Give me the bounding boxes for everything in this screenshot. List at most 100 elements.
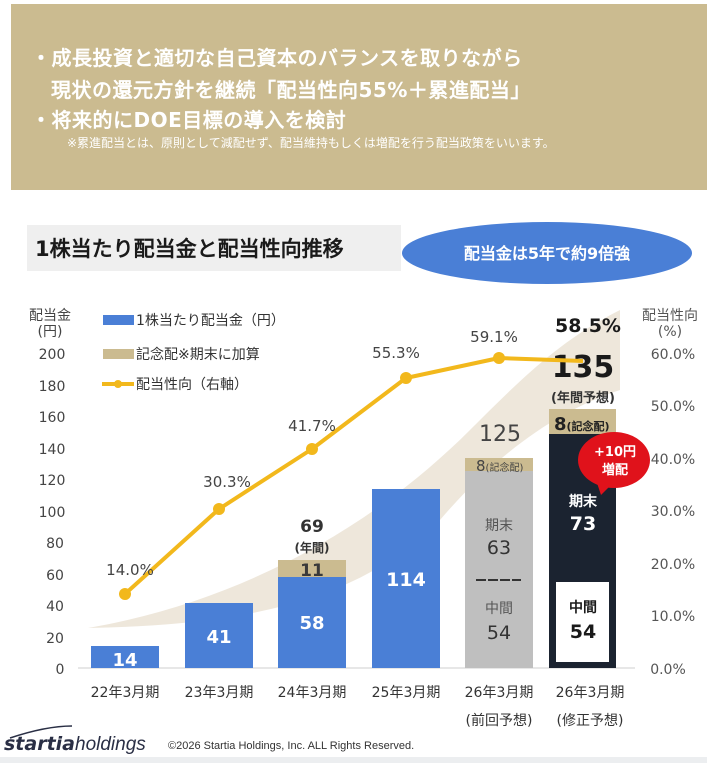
logo-bold-text: startia — [4, 733, 75, 755]
right-tick: 60.0% — [651, 347, 695, 363]
copyright: ©2026 Startia Holdings, Inc. ALL Rights … — [168, 740, 415, 752]
badge-line-2: 増配 — [602, 462, 628, 478]
total-fy26-rev: 135 — [552, 350, 615, 385]
x-axis: 22年3月期 23年3月期 24年3月期 25年3月期 26年3月期 26年3月… — [91, 685, 625, 729]
left-axis-title-1: 配当金 — [29, 308, 71, 324]
bar-fy24-commemorative — [278, 560, 346, 577]
commemorative-label-fy26-rev: 8(記念配) — [554, 414, 610, 435]
right-tick: 40.0% — [651, 452, 695, 468]
growth-arrow-shape — [88, 310, 620, 628]
callout-pill-text: 配当金は5年で約9倍強 — [463, 244, 631, 263]
legend-marker-payout — [114, 380, 122, 388]
left-tick: 160 — [39, 410, 66, 426]
right-tick: 30.0% — [651, 504, 695, 520]
x-tick-sub: (前回予想) — [466, 712, 533, 729]
payout-label: 30.3% — [203, 473, 251, 491]
bars: 14 41 58 11 69 (年間) 114 8(記念配) 125 期末 63… — [91, 350, 616, 671]
payout-line — [119, 352, 584, 600]
end-label-fy26-rev: 期末 — [569, 493, 598, 510]
right-tick: 20.0% — [651, 557, 695, 573]
left-tick: 140 — [39, 442, 66, 458]
left-tick: 100 — [39, 505, 66, 521]
payout-marker — [400, 372, 412, 384]
payout-label: 55.3% — [372, 344, 420, 362]
total-fy24-note: (年間) — [295, 540, 330, 555]
legend: 1株当たり配当金（円） 記念配※期末に加算 配当性向（右軸） — [102, 313, 285, 393]
x-tick: 26年3月期 — [556, 685, 625, 701]
left-tick: 180 — [39, 379, 66, 395]
legend-label-dividend: 1株当たり配当金（円） — [136, 313, 285, 329]
payout-marker — [213, 503, 225, 515]
left-axis: 配当金 (円) 200 180 160 140 120 100 80 60 40… — [29, 308, 71, 678]
legend-label-commemorative: 記念配※期末に加算 — [136, 346, 260, 363]
left-tick: 0 — [56, 662, 65, 678]
left-tick: 120 — [39, 473, 66, 489]
payout-label: 59.1% — [470, 328, 518, 346]
badge-bubble — [578, 432, 650, 488]
payout-labels: 14.0% 30.3% 41.7% 55.3% 59.1% 58.5% — [106, 315, 621, 579]
commemorative-label-fy26-prev: 8(記念配) — [476, 457, 523, 475]
bar-label-fy23: 41 — [206, 627, 231, 648]
end-value-fy26-rev: 73 — [570, 513, 596, 535]
commemorative-label-fy24: 11 — [300, 561, 324, 581]
policy-line-1: ・成長投資と適切な自己資本のバランスを取りながら — [31, 46, 523, 70]
bar-fy25 — [372, 489, 440, 668]
mid-value-fy26-prev: 54 — [487, 622, 511, 644]
total-fy26-prev: 125 — [479, 422, 521, 447]
right-axis-title-1: 配当性向 — [642, 308, 698, 324]
left-axis-title-2: (円) — [38, 324, 63, 340]
callout-pill: 配当金は5年で約9倍強 — [402, 222, 692, 284]
startia-logo: startiaholdings — [4, 733, 146, 756]
payout-label: 14.0% — [106, 561, 154, 579]
left-tick: 20 — [46, 631, 64, 647]
section-title: 1株当たり配当金と配当性向推移 — [35, 237, 344, 261]
section-title-box: 1株当たり配当金と配当性向推移 — [27, 225, 401, 271]
left-tick: 80 — [46, 536, 64, 552]
x-tick: 22年3月期 — [91, 685, 160, 701]
right-axis-title-2: (%) — [658, 324, 682, 340]
bar-label-fy24: 58 — [299, 613, 324, 634]
badge-tail — [596, 480, 612, 495]
bar-label-fy25: 114 — [386, 569, 426, 591]
payout-marker — [119, 588, 131, 600]
mid-label-fy26-rev: 中間 — [569, 599, 597, 616]
payout-label-fy26-rev: 58.5% — [555, 315, 621, 337]
x-tick-sub: (修正予想) — [557, 713, 624, 729]
bar-fy24 — [278, 577, 346, 668]
x-tick: 26年3月期 — [465, 685, 534, 701]
left-tick: 200 — [39, 347, 66, 363]
x-tick: 25年3月期 — [372, 685, 441, 701]
x-tick: 24年3月期 — [278, 685, 347, 701]
increase-badge: +10円 増配 — [578, 432, 650, 495]
payout-label: 41.7% — [288, 417, 336, 435]
x-tick: 23年3月期 — [185, 685, 254, 701]
mid-value-fy26-rev: 54 — [570, 621, 596, 643]
bar-fy26-rev-commemorative — [549, 409, 616, 434]
logo-arc — [9, 725, 73, 739]
total-fy26-rev-note: (年間予想) — [551, 390, 615, 406]
end-value-fy26-prev: 63 — [487, 537, 511, 559]
policy-note: ※累進配当とは、原則として減配せず、配当維持もしくは増配を行う配当政策をいいます… — [67, 136, 555, 150]
payout-marker — [493, 352, 505, 364]
end-label-fy26-prev: 期末 — [485, 518, 513, 534]
bar-fy26-prev-commemorative — [465, 458, 533, 471]
badge-line-1: +10円 — [594, 445, 636, 460]
legend-swatch-dividend — [103, 315, 134, 325]
bar-label-fy22: 14 — [112, 650, 137, 671]
legend-swatch-commemorative — [103, 349, 134, 359]
bar-fy22 — [91, 646, 159, 668]
logo-light-text: holdings — [75, 734, 146, 755]
right-axis: 配当性向 (%) 60.0% 50.0% 40.0% 30.0% 20.0% 1… — [642, 308, 698, 678]
left-tick: 60 — [46, 568, 64, 584]
footer-bar — [0, 757, 707, 763]
bar-fy23 — [185, 603, 253, 668]
legend-label-payout: 配当性向（右軸） — [136, 377, 248, 393]
right-tick: 10.0% — [651, 609, 695, 625]
payout-polyline — [123, 356, 584, 596]
policy-banner: ・成長投資と適切な自己資本のバランスを取りながら 現状の還元方針を継続「配当性向… — [11, 4, 707, 190]
bar-fy26-prev — [465, 471, 533, 668]
total-fy24: 69 — [300, 517, 324, 537]
bar-fy26-rev-interim — [556, 582, 609, 662]
policy-line-2: 現状の還元方針を継続「配当性向55%＋累進配当」 — [51, 78, 531, 102]
